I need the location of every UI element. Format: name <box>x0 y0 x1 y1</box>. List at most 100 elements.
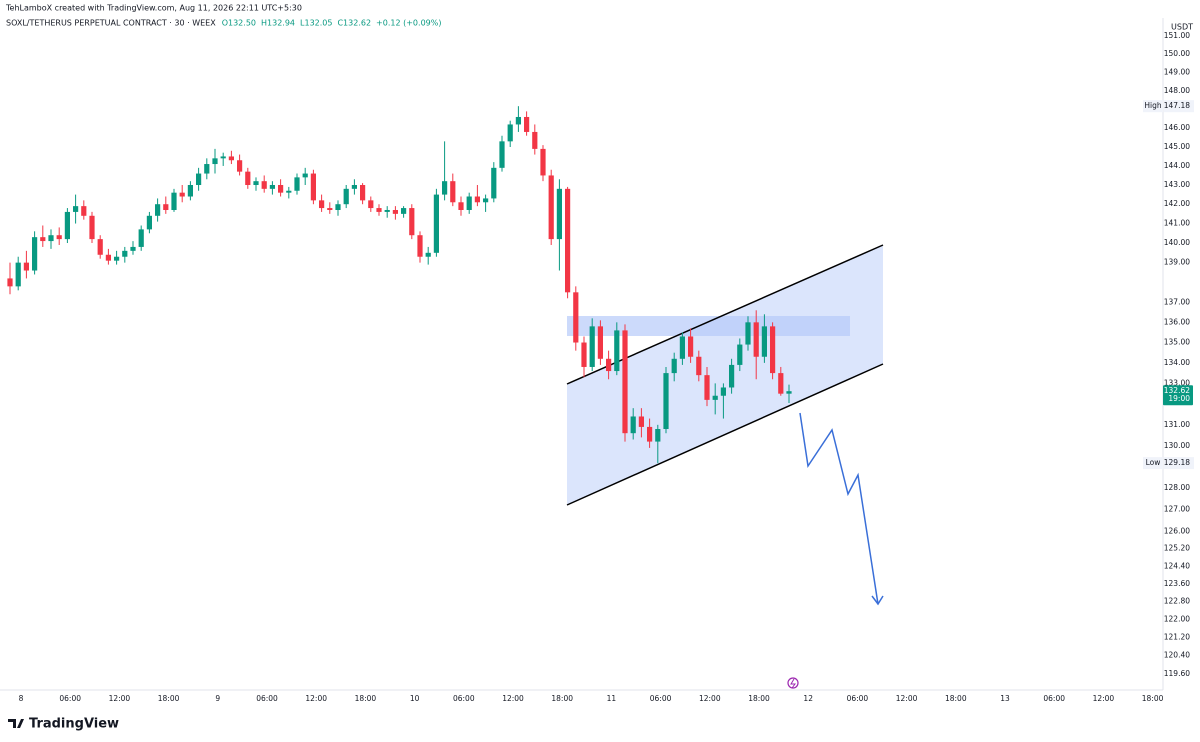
high-value-bg <box>1164 100 1194 113</box>
y-tick-label: 150.00 <box>1164 49 1190 58</box>
candle-body <box>155 204 161 216</box>
event-icon[interactable] <box>787 677 799 689</box>
zone-rect <box>567 316 850 336</box>
logo-mark <box>8 719 24 728</box>
x-tick-label: 18:00 <box>1142 694 1164 703</box>
candle-body <box>204 164 210 174</box>
y-tick-label: 124.40 <box>1164 561 1190 570</box>
candle-body <box>491 167 497 199</box>
low-value: 129.18 <box>1164 458 1190 467</box>
y-tick-label: 121.20 <box>1164 633 1190 642</box>
candle-body <box>753 322 759 357</box>
candle-body <box>245 171 251 186</box>
candle-body <box>114 256 120 261</box>
y-tick-label: 127.00 <box>1164 505 1190 514</box>
candle-body <box>401 208 407 214</box>
high-name: High <box>1144 101 1161 110</box>
candle-body <box>581 342 587 367</box>
candle-body <box>7 278 13 287</box>
x-tick-label: 10 <box>410 694 420 703</box>
last-price-bg <box>1163 385 1193 406</box>
x-tick-label: 06:00 <box>453 694 475 703</box>
candle-body <box>573 292 579 343</box>
candle-body <box>409 208 415 236</box>
candle-body <box>540 148 546 176</box>
last-price: 132.62 <box>1164 386 1190 395</box>
y-tick-label: 143.00 <box>1164 180 1190 189</box>
ohlc-value: C132.62 <box>337 19 371 28</box>
currency: USDT <box>1171 23 1193 32</box>
candle-body <box>146 215 152 230</box>
candle-body <box>286 190 292 193</box>
candle-body <box>458 202 464 210</box>
event-icon-bolt <box>790 678 796 689</box>
candle-body <box>507 124 513 142</box>
y-tick-label: 135.00 <box>1164 338 1190 347</box>
y-tick-label: 151.00 <box>1164 31 1190 40</box>
candle-body <box>335 204 341 210</box>
candle-body <box>647 426 653 442</box>
candle-body <box>589 326 595 367</box>
x-tick-label: 06:00 <box>256 694 278 703</box>
candle-body <box>450 181 456 203</box>
countdown: 19:00 <box>1168 394 1190 403</box>
candle-body <box>228 156 234 161</box>
candle-body <box>761 326 767 357</box>
x-tick-label: 13 <box>1000 694 1010 703</box>
channel-fill <box>567 245 883 505</box>
candle-body <box>499 141 505 168</box>
low-label-bg <box>1143 457 1163 470</box>
y-tick-label: 141.00 <box>1164 219 1190 228</box>
arrow-head <box>871 595 884 606</box>
candle-body <box>778 373 784 394</box>
candle-body <box>442 181 448 195</box>
ohlc-value: +0.12 (+0.09%) <box>376 19 441 28</box>
candle-body <box>122 250 128 257</box>
candle-body <box>97 239 103 255</box>
candle-body <box>614 330 620 372</box>
candle-body <box>786 391 792 394</box>
candle-body <box>704 375 710 400</box>
high-label-bg <box>1143 100 1163 113</box>
candle-body <box>253 181 259 186</box>
candle-body <box>532 131 538 149</box>
candle-body <box>64 211 70 240</box>
ohlc-value: L132.05 <box>300 19 332 28</box>
candle-body <box>73 206 79 212</box>
x-tick-label: 18:00 <box>748 694 770 703</box>
candle-body <box>745 322 751 345</box>
candle-body <box>696 356 702 376</box>
x-tick-label: 12:00 <box>1093 694 1115 703</box>
candle-body <box>196 173 202 186</box>
candle-body <box>56 235 62 240</box>
x-tick-label: 12 <box>803 694 813 703</box>
candle-body <box>770 326 776 374</box>
candle-body <box>89 215 95 240</box>
candle-body <box>548 175 554 240</box>
candle-body <box>319 200 325 209</box>
x-tick-label: 12:00 <box>305 694 327 703</box>
candle-body <box>81 206 87 216</box>
logo-text: TradingView <box>29 717 119 732</box>
y-tick-label: 137.00 <box>1164 297 1190 306</box>
x-tick-label: 06:00 <box>59 694 81 703</box>
symbol: SOXL/TETHERUS PERPETUAL CONTRACT · 30 · … <box>6 19 216 28</box>
ohlc-value: O132.50 <box>222 19 256 28</box>
channel-lower <box>566 363 884 506</box>
low-value-bg <box>1164 457 1194 470</box>
y-tick-label: 149.00 <box>1164 68 1190 77</box>
candle-body <box>474 196 480 203</box>
y-tick-label: 139.00 <box>1164 258 1190 267</box>
candle-body <box>384 209 390 212</box>
candle-body <box>23 262 29 271</box>
x-tick-label: 8 <box>19 694 24 703</box>
candle-body <box>368 200 374 209</box>
y-tick-label: 136.00 <box>1164 317 1190 326</box>
y-tick-label: 119.60 <box>1164 669 1190 678</box>
y-tick-label: 130.00 <box>1164 441 1190 450</box>
candle-body <box>655 429 661 442</box>
candle-body <box>556 188 562 240</box>
candle-body <box>261 181 267 189</box>
y-tick-label: 134.00 <box>1164 358 1190 367</box>
